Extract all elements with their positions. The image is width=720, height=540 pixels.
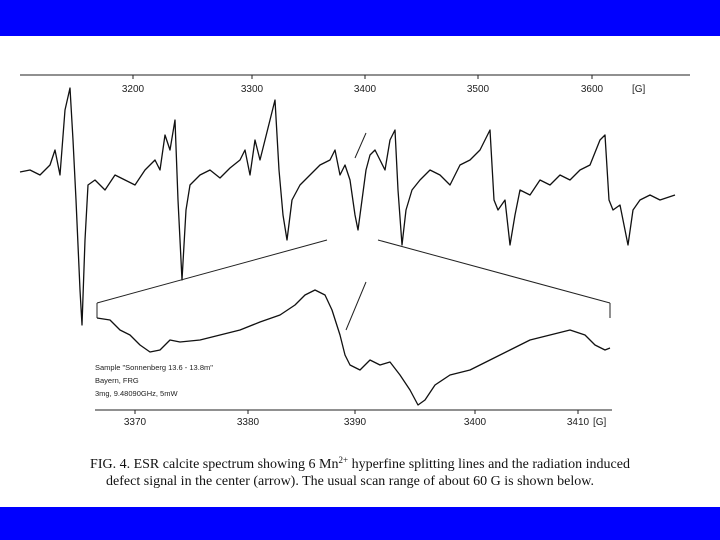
axis-unit: [G] [632, 84, 646, 95]
tick-label: 3390 [344, 417, 367, 428]
tick-label: 3410 [567, 417, 590, 428]
tick-label: 3400 [354, 84, 377, 95]
caption-text: hyperfine splitting lines and the radiat… [348, 457, 630, 472]
arrow [345, 281, 367, 331]
axis-unit: [G] [593, 417, 607, 428]
tick-label: 3370 [124, 417, 147, 428]
sample-note: Bayern, FRG [95, 376, 139, 385]
caption-superscript: 2+ [339, 455, 349, 465]
sample-note: 3mg, 9.48090GHz, 5mW [95, 389, 178, 398]
zoom-line [96, 239, 328, 304]
arrow [354, 132, 367, 159]
full-spectrum [19, 87, 676, 326]
bottom-bar [0, 507, 720, 540]
tick-label: 3380 [237, 417, 260, 428]
zoom-spectrum [96, 289, 611, 406]
tick-label: 3500 [467, 84, 490, 95]
caption-text: FIG. 4. ESR calcite spectrum showing 6 M… [90, 457, 338, 472]
top-bar [0, 0, 720, 36]
tick-label: 3300 [241, 84, 264, 95]
tick-label: 3400 [464, 417, 487, 428]
tick-label: 3600 [581, 84, 604, 95]
caption-line: FIG. 4. ESR calcite spectrum showing 6 M… [90, 455, 630, 472]
tick-label: 3200 [122, 84, 145, 95]
sample-note: Sample "Sonnenberg 13.6 - 13.8m" [95, 363, 213, 372]
zoom-line [377, 239, 611, 304]
caption-line: defect signal in the center (arrow). The… [106, 474, 594, 489]
